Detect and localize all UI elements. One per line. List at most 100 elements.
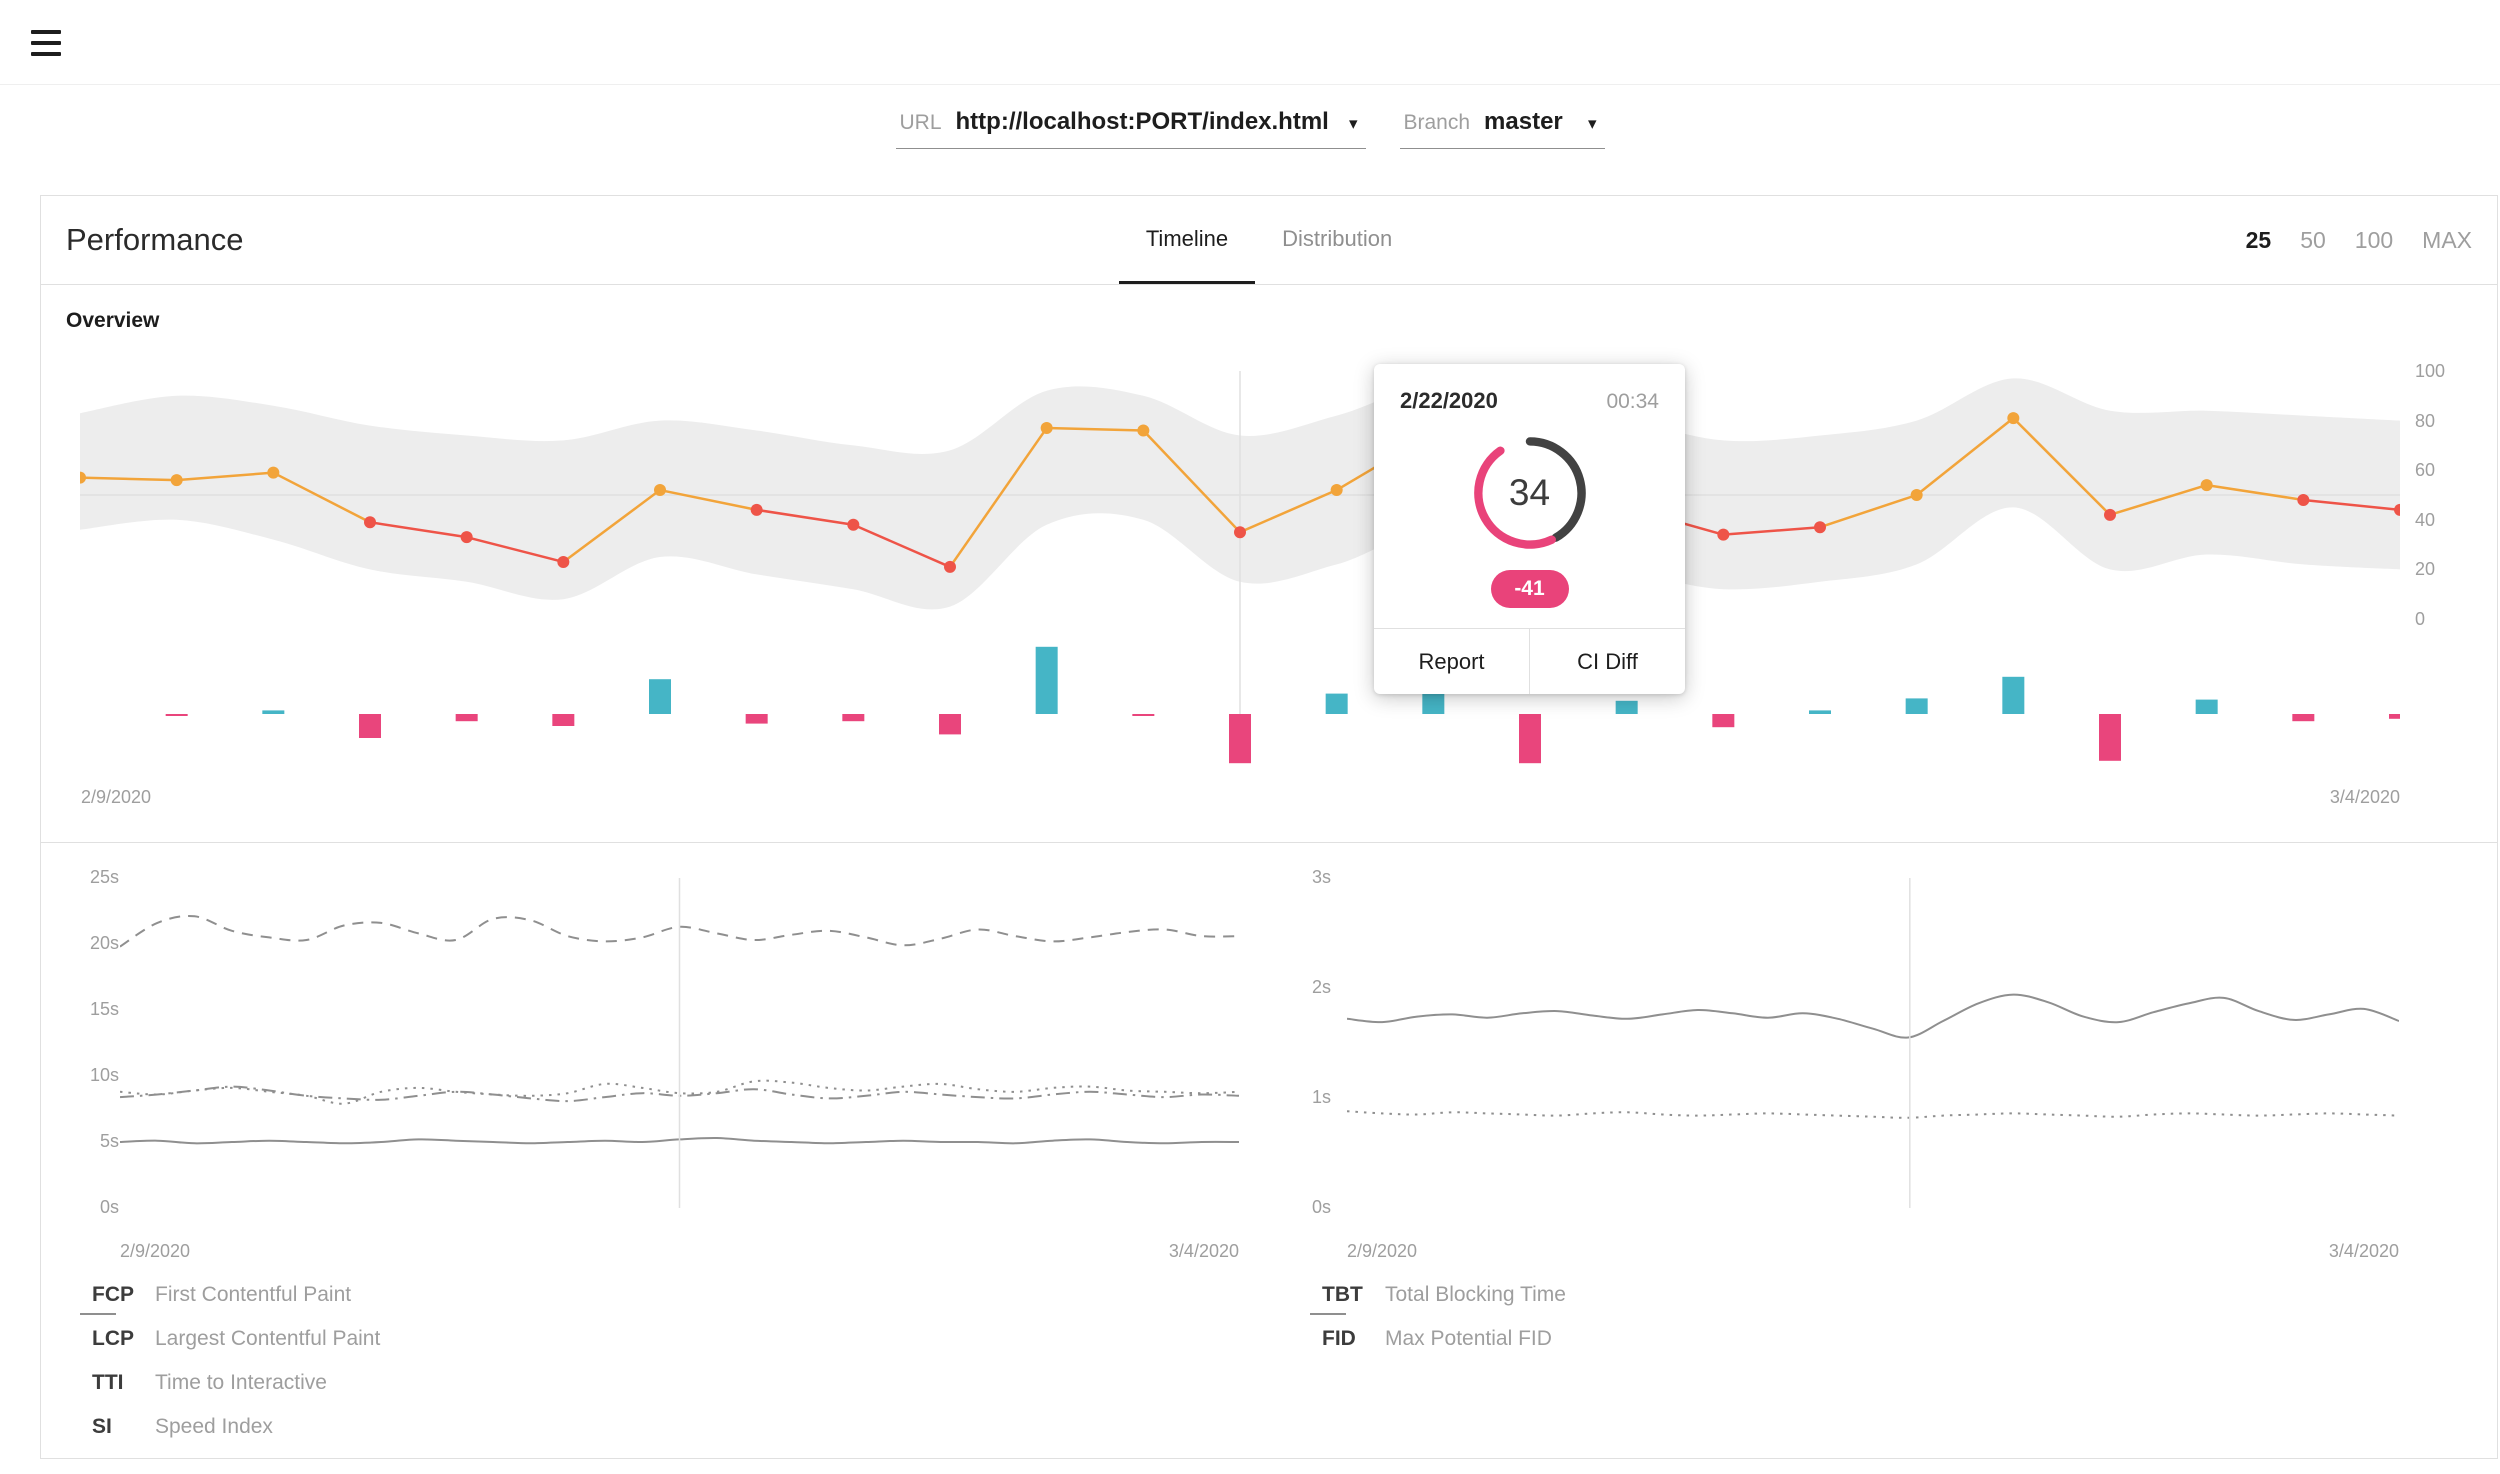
range-max[interactable]: MAX <box>2422 226 2472 253</box>
legend-item-tti: TTI Time to Interactive <box>80 1313 380 1405</box>
legend-line-sample-icon <box>80 1313 116 1315</box>
branch-value: master <box>1484 108 1563 135</box>
diff-bar[interactable] <box>552 714 575 726</box>
tooltip-header: 2/22/2020 00:34 <box>1374 364 1685 416</box>
score-point[interactable] <box>2297 493 2310 506</box>
overview-y-tick: 60 <box>2415 460 2436 481</box>
score-point[interactable] <box>944 560 956 573</box>
score-point[interactable] <box>1137 424 1150 437</box>
series-line-tti <box>120 915 1239 948</box>
score-timeline-chart[interactable] <box>80 371 2400 771</box>
tab-timeline[interactable]: Timeline <box>1118 196 1256 284</box>
hamburger-menu-icon[interactable] <box>24 21 68 65</box>
legend-abbr: FID <box>1322 1327 1356 1350</box>
score-point[interactable] <box>2007 412 2020 425</box>
diff-bar[interactable] <box>649 679 671 714</box>
score-point[interactable] <box>1040 422 1053 435</box>
score-point[interactable] <box>2200 479 2213 492</box>
score-point[interactable] <box>170 474 183 487</box>
score-point[interactable] <box>847 518 860 531</box>
diff-bar[interactable] <box>1809 710 1831 714</box>
diff-bar[interactable] <box>165 714 188 716</box>
diff-bar[interactable] <box>842 714 865 722</box>
score-point[interactable] <box>364 516 376 529</box>
score-point[interactable] <box>2394 503 2400 516</box>
chevron-down-icon: ▾ <box>1587 114 1597 133</box>
diff-bar[interactable] <box>2389 714 2400 719</box>
score-gauge: 34 <box>1455 418 1605 568</box>
y-tick-label: 5s <box>99 1131 119 1151</box>
build-tooltip: 2/22/2020 00:34 34 -41 Report CI Diff <box>1374 364 1685 694</box>
blocking-legend: TBT Total Blocking Time FID Max Potential F… <box>1310 1273 1566 1361</box>
diff-bar[interactable] <box>939 714 961 735</box>
url-value: http://localhost:PORT/index.html <box>955 108 1329 135</box>
card-header: Performance Timeline Distribution 25 50 … <box>41 196 2497 285</box>
range-25[interactable]: 25 <box>2245 226 2272 253</box>
score-point[interactable] <box>1330 484 1343 497</box>
y-tick-label: 0s <box>1311 1197 1331 1217</box>
diff-bar[interactable] <box>1229 714 1251 764</box>
legend-item-fcp: FCP First Contentful Paint <box>80 1273 380 1317</box>
overview-label: Overview <box>66 309 160 332</box>
diff-bar[interactable] <box>262 710 285 714</box>
ci-diff-button[interactable]: CI Diff <box>1529 629 1685 694</box>
tooltip-date: 2/22/2020 <box>1400 388 1498 413</box>
diff-bar[interactable] <box>1905 698 1928 714</box>
report-button[interactable]: Report <box>1418 648 1485 674</box>
score-point[interactable] <box>267 466 280 479</box>
diff-bar[interactable] <box>2099 714 2121 761</box>
y-tick-label: 10s <box>89 1065 119 1085</box>
y-tick-label: 2s <box>1311 977 1331 997</box>
diff-bar[interactable] <box>1519 714 1541 764</box>
blocking-metrics-chart[interactable] <box>1347 878 2399 1208</box>
blocking-end-date: 3/4/2020 <box>2328 1241 2399 1261</box>
legend-item-lcp: LCP Largest Contentful Paint <box>80 1313 381 1361</box>
diff-bar[interactable] <box>1615 700 1638 714</box>
series-line-tbt <box>1347 993 2399 1039</box>
performance-card: Performance Timeline Distribution 25 50 … <box>40 195 2498 1459</box>
score-point[interactable] <box>1234 526 1246 539</box>
diff-bar[interactable] <box>2195 699 2218 714</box>
diff-bar[interactable] <box>359 714 381 738</box>
overview-y-tick: 80 <box>2415 410 2436 431</box>
overview-y-tick: 100 <box>2415 361 2446 381</box>
range-50[interactable]: 50 <box>2300 226 2326 253</box>
legend-item-fid: FID Max Potential FID <box>1310 1313 1566 1361</box>
diff-bar[interactable] <box>745 714 768 724</box>
score-point[interactable] <box>460 531 473 544</box>
tooltip-actions: Report CI Diff <box>1374 628 1685 694</box>
score-point[interactable] <box>80 471 86 484</box>
diff-bar[interactable] <box>2002 676 2025 714</box>
legend-description: Total Blocking Time <box>1385 1283 1566 1306</box>
diff-bar[interactable] <box>2292 714 2315 722</box>
score-value: 34 <box>1508 472 1551 513</box>
y-tick-label: 20s <box>89 933 119 953</box>
score-point[interactable] <box>557 555 570 568</box>
overview-section: Overview 2/9/2020 3/4/2020 2/22/2020 00:… <box>41 285 2497 843</box>
score-point[interactable] <box>1814 521 1826 534</box>
score-point[interactable] <box>2104 508 2116 521</box>
load-timings-chart[interactable] <box>120 878 1239 1208</box>
score-point[interactable] <box>1717 528 1730 541</box>
diff-bar[interactable] <box>455 714 478 722</box>
range-100[interactable]: 100 <box>2354 226 2394 253</box>
tab-distribution[interactable]: Distribution <box>1282 225 1393 251</box>
url-selector[interactable]: URL http://localhost:PORT/index.html ▾ <box>895 104 1366 149</box>
chevron-down-icon: ▾ <box>1348 114 1358 133</box>
legend-description: Largest Contentful Paint <box>155 1327 381 1350</box>
score-point[interactable] <box>1910 489 1923 501</box>
diff-bar[interactable] <box>1325 693 1348 714</box>
legend-description: Max Potential FID <box>1385 1327 1552 1350</box>
score-point[interactable] <box>654 484 666 497</box>
legend-item-tbt: TBT Total Blocking Time <box>1310 1273 1566 1317</box>
branch-selector[interactable]: Branch master ▾ <box>1399 104 1605 149</box>
y-tick-label: 3s <box>1311 867 1331 887</box>
overview-y-tick: 20 <box>2415 559 2436 580</box>
metric-charts-row: 2/9/2020 3/4/2020 2/9/2020 3/4/2020 FCP F… <box>41 843 2497 1458</box>
range-selector: 25 50 100 MAX <box>2246 196 2472 284</box>
diff-bar[interactable] <box>1712 714 1735 728</box>
score-point[interactable] <box>750 503 763 516</box>
tab-bar: Timeline Distribution <box>41 196 2497 284</box>
diff-bar[interactable] <box>1132 714 1155 716</box>
diff-bar[interactable] <box>1035 646 1058 714</box>
